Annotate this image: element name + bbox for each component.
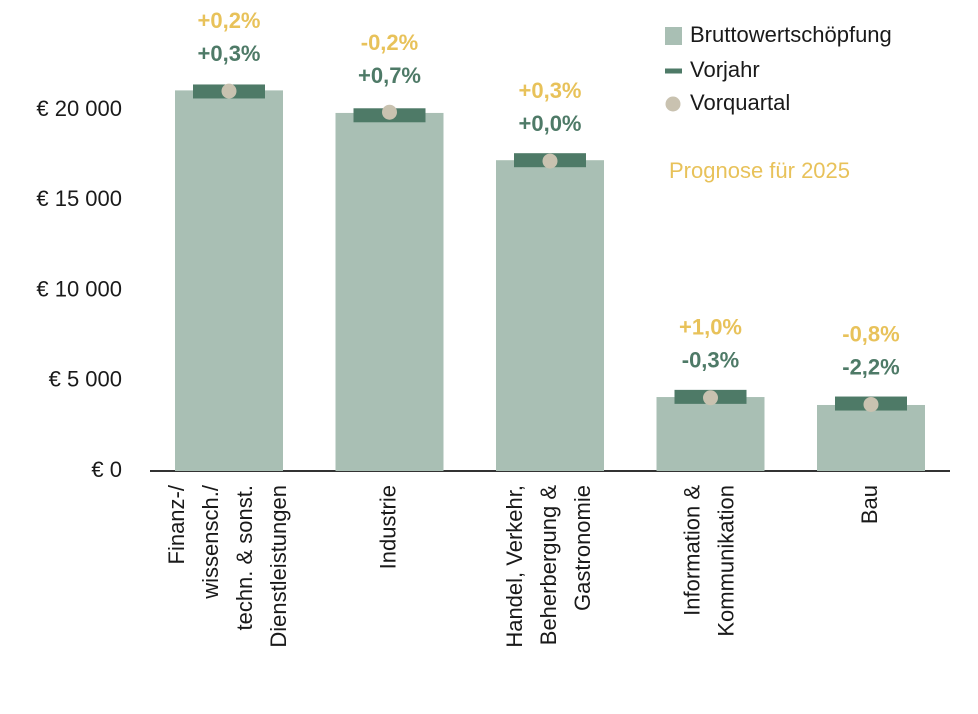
legend-swatch xyxy=(665,68,682,74)
year-change-label: -0,3% xyxy=(682,348,739,373)
bar xyxy=(817,404,925,471)
x-tick-label-line: Handel, Verkehr, xyxy=(502,485,527,648)
bar xyxy=(175,90,283,471)
x-tick-label-line: Finanz-/ xyxy=(164,484,189,564)
x-tick-label: Bau xyxy=(857,485,882,524)
x-tick-label-line: Gastronomie xyxy=(570,485,595,611)
y-tick-label: € 15 000 xyxy=(36,186,122,211)
quarter-change-label: +1,0% xyxy=(679,315,742,340)
prev-quarter-dot xyxy=(382,104,397,120)
x-tick-label: Finanz-/ wissensch./ techn. & sonst. Dienst… xyxy=(164,484,291,648)
y-tick-label: € 0 xyxy=(91,457,122,482)
legend-swatch xyxy=(665,96,681,112)
quarter-change-label: +0,2% xyxy=(198,8,261,33)
legend-label: Bruttowertschöpfung xyxy=(690,22,892,47)
prev-quarter-dot xyxy=(863,396,879,412)
year-change-label: -2,2% xyxy=(842,354,899,379)
prev-quarter-dot xyxy=(221,83,237,99)
year-change-label: +0,3% xyxy=(198,41,261,66)
x-tick-label: Handel, Verkehr, Beherbergung & Gastronomi… xyxy=(502,485,595,648)
legend-label: Vorjahr xyxy=(690,57,760,82)
y-tick-label: € 5 000 xyxy=(49,367,122,392)
bar xyxy=(656,397,765,471)
x-tick-label-line: wissensch./ xyxy=(198,484,223,600)
quarter-change-label: -0,2% xyxy=(361,30,418,55)
year-change-label: +0,0% xyxy=(519,111,582,136)
prev-quarter-dot xyxy=(542,153,558,169)
x-tick-label-line: Beherbergung & xyxy=(536,485,561,646)
x-tick-label-line: techn. & sonst. xyxy=(232,485,257,631)
legend-label: Vorquartal xyxy=(690,90,790,115)
x-tick-label-line: Dienstleistungen xyxy=(266,485,291,648)
x-tick-label-line: Bau xyxy=(857,485,882,524)
x-tick-label-line: Kommunikation xyxy=(713,485,738,637)
x-tick-label-line: Information & xyxy=(679,485,704,616)
y-tick-label: € 20 000 xyxy=(36,96,122,121)
x-tick-label: Information & Kommunikation xyxy=(679,485,738,637)
quarter-change-label: +0,3% xyxy=(519,78,582,103)
x-tick-label: Industrie xyxy=(375,485,400,569)
y-tick-label: € 10 000 xyxy=(36,276,122,301)
bar xyxy=(335,112,444,472)
bar xyxy=(496,160,604,471)
quarter-change-label: -0,8% xyxy=(842,321,899,346)
annotation: Prognose für 2025 xyxy=(669,158,850,183)
prev-quarter-dot xyxy=(703,390,718,406)
year-change-label: +0,7% xyxy=(358,63,421,88)
legend-swatch xyxy=(665,27,682,45)
x-tick-label-line: Industrie xyxy=(375,485,400,569)
